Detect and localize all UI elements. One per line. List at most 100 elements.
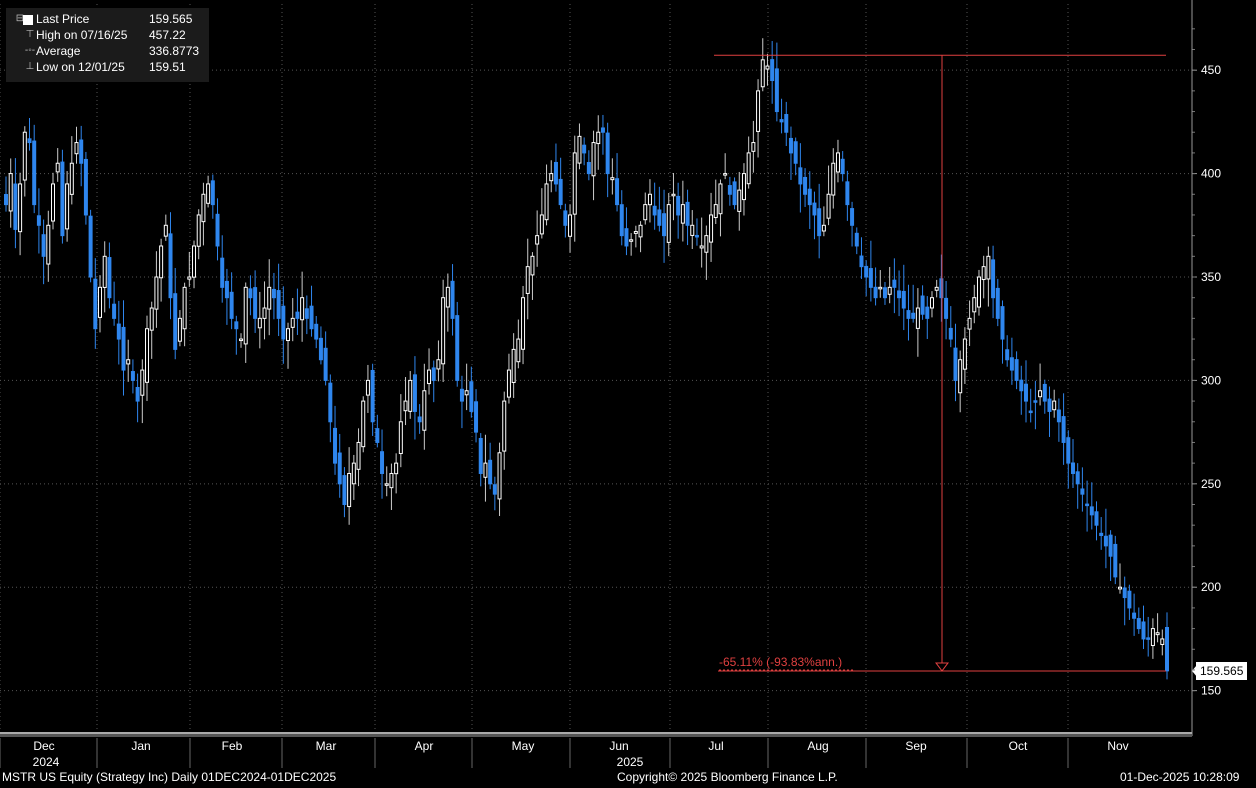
candle-body [309, 305, 314, 330]
candle-body [845, 181, 850, 206]
candle [680, 180, 685, 242]
candle-body [803, 176, 808, 195]
candle [840, 151, 845, 182]
y-tick-label: 450 [1201, 63, 1221, 77]
candle [995, 278, 1000, 327]
candle-body [431, 367, 436, 381]
candle-body [1042, 383, 1047, 402]
candle-body [694, 234, 699, 238]
candle-body [680, 204, 685, 224]
candle-body [864, 265, 869, 278]
candle [577, 123, 582, 170]
candle [525, 238, 530, 320]
candle-body [149, 307, 154, 331]
x-month-label: Jul [708, 739, 723, 753]
candle-body [422, 390, 427, 431]
y-tick-label: 150 [1201, 684, 1221, 698]
candle-body [868, 268, 873, 288]
candle-body [1038, 390, 1043, 398]
candle-body [220, 257, 225, 288]
candle [337, 434, 342, 498]
candle [718, 179, 723, 237]
candle [972, 284, 977, 324]
candle-body [826, 193, 831, 219]
candle-body [638, 224, 643, 238]
candle-body [685, 201, 690, 226]
candle-body [948, 327, 953, 340]
candle-body [1094, 511, 1099, 526]
candle-body [154, 276, 159, 310]
x-month-label: Mar [316, 739, 337, 753]
candle-body [206, 183, 211, 204]
candle [1042, 379, 1047, 414]
candle [239, 333, 244, 348]
drawdown-arrowhead [935, 662, 949, 672]
candle-body [116, 323, 121, 340]
candle [276, 263, 281, 337]
candle [478, 433, 483, 487]
candle-body [1014, 359, 1019, 381]
candle [1132, 593, 1137, 636]
candle-body [840, 158, 845, 175]
candle [831, 148, 836, 209]
candle-body [130, 371, 135, 381]
change-annotation: -65.11% (-93.83%ann.) [719, 655, 843, 669]
candle-body [751, 142, 756, 152]
candle-body [18, 183, 23, 233]
candle [1009, 337, 1014, 385]
candle-body [760, 59, 765, 88]
candle [384, 466, 389, 497]
candle [915, 288, 920, 357]
candle [727, 176, 732, 206]
candle-body [27, 138, 32, 144]
candle-body [1070, 462, 1075, 474]
candle [991, 245, 996, 319]
candle [563, 203, 568, 238]
candle-body [408, 379, 413, 412]
candle [1150, 618, 1155, 659]
candle-body [643, 204, 648, 221]
candle-body [140, 369, 145, 396]
candle-body [1127, 590, 1132, 609]
collapse-icon[interactable]: ⊟ [15, 13, 25, 24]
y-tick-label: 250 [1201, 477, 1221, 491]
candle [521, 285, 526, 365]
candle [671, 172, 676, 221]
candle [934, 279, 939, 298]
candle-body [619, 204, 624, 237]
candle-body [506, 369, 511, 398]
candle [286, 322, 291, 369]
candle-body [1047, 398, 1052, 412]
candle [709, 192, 714, 262]
candle [459, 375, 464, 429]
x-month-label: Feb [222, 739, 243, 753]
candle-body [1113, 543, 1118, 578]
candle-body [906, 310, 911, 319]
candle [962, 327, 967, 384]
candle [506, 353, 511, 404]
candle [535, 210, 540, 267]
candle-body [243, 286, 248, 345]
candle [774, 42, 779, 122]
candle [657, 186, 662, 232]
candle-body [600, 127, 605, 133]
candle-body [323, 347, 328, 381]
candle [1061, 393, 1066, 465]
candle-body [253, 287, 258, 319]
candle [882, 281, 887, 305]
low-value: 159.51 [149, 60, 186, 74]
candle-body [859, 255, 864, 268]
candle-body [121, 326, 126, 371]
candle-body [102, 255, 107, 288]
candle-body [342, 475, 347, 505]
candle-body [676, 195, 681, 216]
candle-body [605, 132, 610, 175]
candle-body [953, 347, 958, 381]
candle [8, 158, 13, 228]
candle-body [1146, 637, 1151, 640]
candle [27, 117, 32, 151]
candle [723, 153, 728, 180]
candle-body [234, 321, 239, 330]
candle [356, 428, 361, 487]
candle [864, 260, 869, 297]
